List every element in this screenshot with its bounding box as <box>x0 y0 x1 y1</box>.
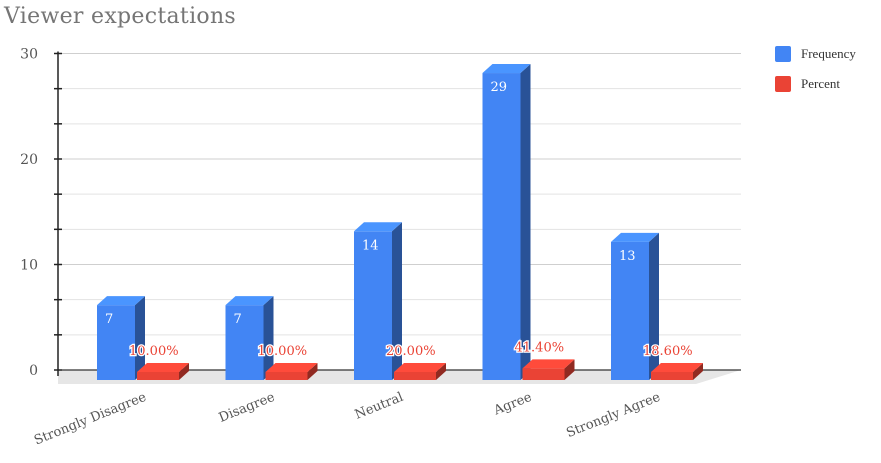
bar-frequency-4-side <box>649 232 659 380</box>
data-label-frequency: 7 <box>234 312 242 327</box>
bar-percent-1-front <box>265 372 308 380</box>
bar-percent-1-top <box>265 363 318 372</box>
bar-percent-2-top <box>394 363 446 372</box>
x-category-label: Neutral <box>353 390 406 423</box>
data-label-percent: 18.60% <box>643 344 693 359</box>
legend-item-percent[interactable]: Percent <box>775 74 856 94</box>
bar-percent-4-front <box>651 372 693 380</box>
x-category-label: Disagree <box>217 390 278 426</box>
bar-frequency-4[interactable] <box>611 232 659 380</box>
bar-frequency-0-top <box>97 296 145 306</box>
data-labels: 7 10.00% 7 10.00% 14 20.00% 29 41.40% 13 18.60% <box>105 80 694 360</box>
bar-percent-3-top <box>522 359 575 369</box>
bar-percent-0[interactable] <box>137 363 189 380</box>
bar-percent-4-top <box>651 363 703 372</box>
data-label-frequency: 14 <box>362 238 379 253</box>
x-category-label: Strongly Disagree <box>32 390 149 449</box>
x-category-label: Agree <box>491 390 534 419</box>
legend: Frequency Percent <box>775 44 856 104</box>
bar-frequency-1-side <box>263 296 274 380</box>
bar-percent-2[interactable] <box>394 363 446 380</box>
data-label-percent: 20.00% <box>386 344 436 359</box>
y-tick-label: 30 <box>20 47 38 63</box>
bar-frequency-2-top <box>354 222 402 232</box>
y-tick-label: 0 <box>29 363 38 379</box>
data-label-percent: 41.40% <box>515 340 565 355</box>
bar-frequency-1-top <box>225 296 274 306</box>
legend-swatch-frequency <box>775 46 791 62</box>
bar-percent-4[interactable] <box>651 363 703 380</box>
bar-percent-3[interactable] <box>522 359 575 380</box>
bar-percent-2-front <box>394 372 436 380</box>
bar-percent-0-top <box>137 363 189 372</box>
bar-frequency-3-front <box>482 73 521 381</box>
legend-item-frequency[interactable]: Frequency <box>775 44 856 64</box>
bar-frequency-0[interactable] <box>97 296 145 380</box>
data-label-frequency: 13 <box>619 249 636 264</box>
bar-percent-3-side <box>564 359 575 380</box>
x-category-label: Strongly Agree <box>564 390 662 441</box>
bar-percent-0-front <box>137 372 179 380</box>
legend-label-frequency: Frequency <box>801 46 856 61</box>
bar-frequency-3[interactable] <box>482 64 531 381</box>
bar-percent-0-side <box>179 363 189 380</box>
bar-frequency-0-front <box>97 305 135 380</box>
bar-percent-1-side <box>307 363 318 380</box>
data-label-frequency: 7 <box>105 312 113 327</box>
x-axis-labels: Strongly Disagree Disagree Neutral Agree Str… <box>32 390 663 449</box>
chart-title: Viewer expectations <box>4 4 237 29</box>
bars <box>97 64 703 381</box>
bar-frequency-3-side <box>520 64 531 381</box>
bar-frequency-2[interactable] <box>354 222 402 380</box>
bar-percent-3-front <box>522 368 565 380</box>
data-label-percent: 10.00% <box>258 344 308 359</box>
legend-label-percent: Percent <box>801 76 840 91</box>
bar-frequency-4-front <box>611 241 649 380</box>
bar-percent-2-side <box>436 363 446 380</box>
legend-swatch-percent <box>775 76 791 92</box>
bar-frequency-2-side <box>392 222 402 380</box>
data-label-frequency: 29 <box>491 80 508 95</box>
y-tick-label: 20 <box>20 152 38 168</box>
y-tick-label: 10 <box>20 258 38 274</box>
bar-frequency-3-top <box>482 64 531 74</box>
bar-frequency-1[interactable] <box>225 296 274 380</box>
bar-frequency-4-top <box>611 232 659 242</box>
bar-frequency-1-front <box>225 305 264 380</box>
bar-percent-4-side <box>693 363 703 380</box>
data-label-percent: 10.00% <box>129 344 179 359</box>
bar-frequency-2-front <box>354 231 392 380</box>
bar-percent-1[interactable] <box>265 363 318 380</box>
bar-frequency-0-side <box>135 296 145 380</box>
